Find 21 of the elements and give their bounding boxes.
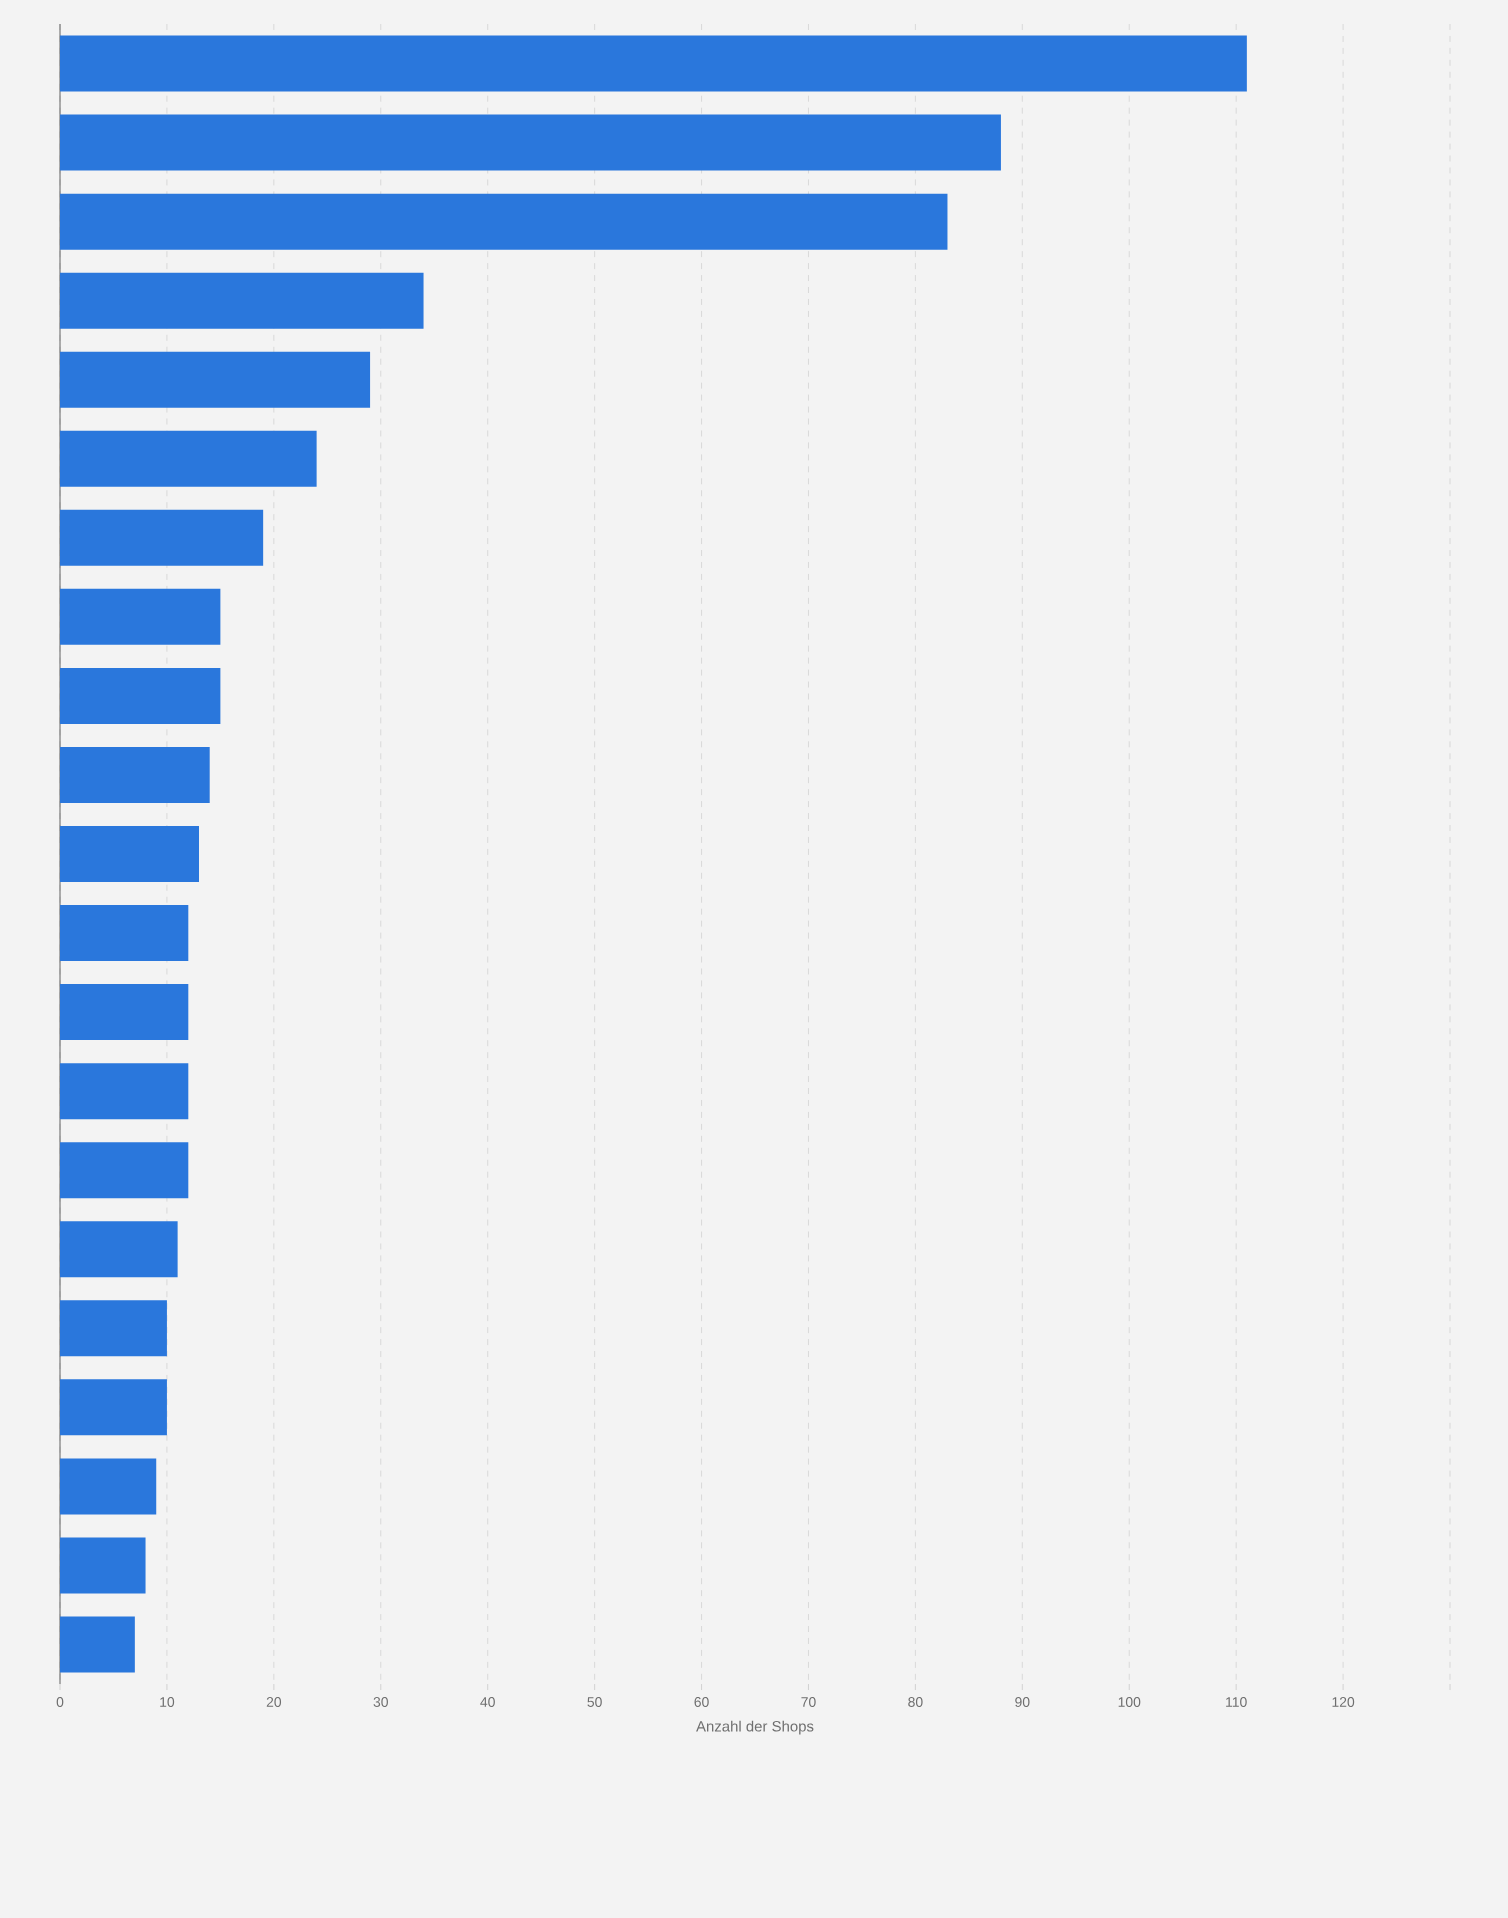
bar [60,746,210,803]
bar [60,984,189,1041]
bar [60,1458,157,1515]
bar [60,193,948,250]
bar [60,667,221,724]
bar [60,1379,167,1436]
bar [60,509,264,566]
bar [60,1537,146,1594]
bar [60,114,1001,171]
bar [60,430,317,487]
bar [60,351,371,408]
bar [60,588,221,645]
bar [60,1300,167,1357]
bar [60,826,199,883]
bar [60,1221,178,1278]
bar [60,272,424,329]
bar [60,35,1247,92]
bar [60,905,189,962]
bar [60,1142,189,1199]
bar [60,1063,189,1120]
bar [60,1616,135,1673]
